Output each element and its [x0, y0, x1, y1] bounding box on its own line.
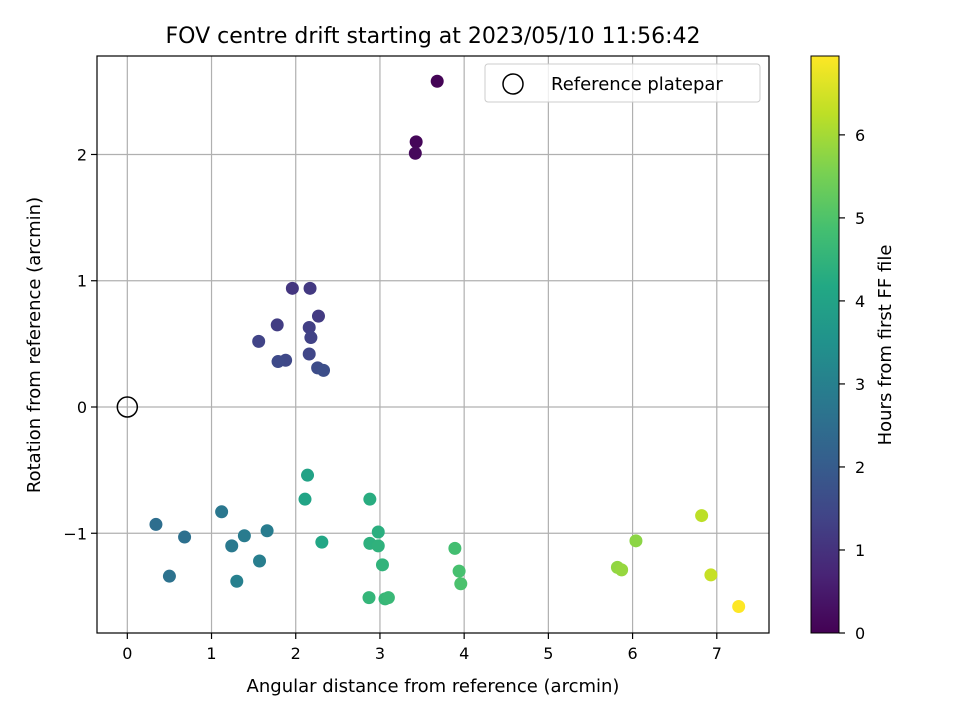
colorbar-label: Hours from first FF file [875, 245, 896, 446]
colorbar-tick-label: 6 [855, 126, 865, 145]
data-point [375, 558, 389, 572]
y-axis-label: Rotation from reference (arcmin) [24, 197, 45, 493]
data-point [695, 509, 709, 523]
data-point [452, 564, 466, 578]
x-tick-label: 6 [627, 644, 637, 663]
reference-layer [116, 396, 139, 418]
data-point [285, 281, 299, 295]
data-point [271, 355, 285, 369]
reference-marker [116, 396, 139, 418]
data-point [260, 524, 274, 538]
data-point [408, 146, 422, 160]
data-point [363, 492, 377, 506]
data-point [311, 309, 325, 323]
colorbar: 0 1 2 3 4 5 6 Hours from first FF file [810, 55, 896, 643]
data-point [371, 525, 385, 539]
data-point [162, 569, 176, 583]
legend-label: Reference platepar [551, 74, 723, 95]
data-point [298, 492, 312, 506]
data-point [430, 74, 444, 88]
colorbar-tick-label: 5 [855, 209, 865, 228]
colorbar-tick-label: 4 [855, 292, 865, 311]
x-axis-label: Angular distance from reference (arcmin) [247, 676, 620, 697]
data-point [448, 541, 462, 555]
data-point [252, 334, 266, 348]
data-point [615, 563, 629, 577]
y-tick-label: 0 [77, 398, 87, 417]
x-tick-label: 7 [712, 644, 722, 663]
data-point [732, 599, 746, 613]
data-point [317, 363, 331, 377]
data-point [704, 568, 718, 582]
data-point [178, 530, 192, 544]
legend-box [484, 63, 761, 103]
data-point [371, 539, 385, 553]
data-point [149, 517, 163, 531]
data-point [302, 320, 316, 334]
data-point [304, 331, 318, 345]
colorbar-tick-label: 3 [855, 375, 865, 394]
data-point [215, 505, 229, 519]
legend: Reference platepar [484, 63, 761, 103]
colorbar-gradient [810, 55, 840, 634]
data-point [270, 318, 284, 332]
x-tick-label: 1 [206, 644, 216, 663]
colorbar-tick-label: 1 [855, 541, 865, 560]
data-point [409, 135, 423, 149]
data-point [302, 347, 316, 361]
data-point [454, 577, 468, 591]
x-tick-label: 5 [543, 644, 553, 663]
y-tick-label: 2 [77, 145, 87, 164]
data-points [149, 74, 746, 613]
data-point [230, 574, 244, 588]
x-tick-label: 2 [291, 644, 301, 663]
colorbar-tick-label: 2 [855, 458, 865, 477]
data-point [381, 591, 395, 605]
x-tick-label: 0 [122, 644, 132, 663]
colorbar-ticks: 0 1 2 3 4 5 6 [839, 126, 865, 643]
grid [97, 56, 769, 633]
x-tick-label: 3 [375, 644, 385, 663]
data-point [629, 534, 643, 548]
x-tick-label: 4 [459, 644, 469, 663]
data-point [303, 281, 317, 295]
plot-frame [96, 55, 770, 634]
y-tick-label: −1 [63, 524, 87, 543]
data-point [225, 539, 239, 553]
colorbar-tick-label: 0 [855, 624, 865, 643]
data-point [362, 591, 376, 605]
y-tick-label: 1 [77, 272, 87, 291]
data-point [301, 468, 315, 482]
data-point [237, 529, 251, 543]
chart-title: FOV centre drift starting at 2023/05/10 … [166, 24, 701, 49]
legend-marker [502, 73, 524, 95]
data-point [315, 535, 329, 549]
data-point [253, 554, 267, 568]
axes: 0 1 2 3 4 5 6 7 −1 0 1 2 [63, 55, 770, 663]
